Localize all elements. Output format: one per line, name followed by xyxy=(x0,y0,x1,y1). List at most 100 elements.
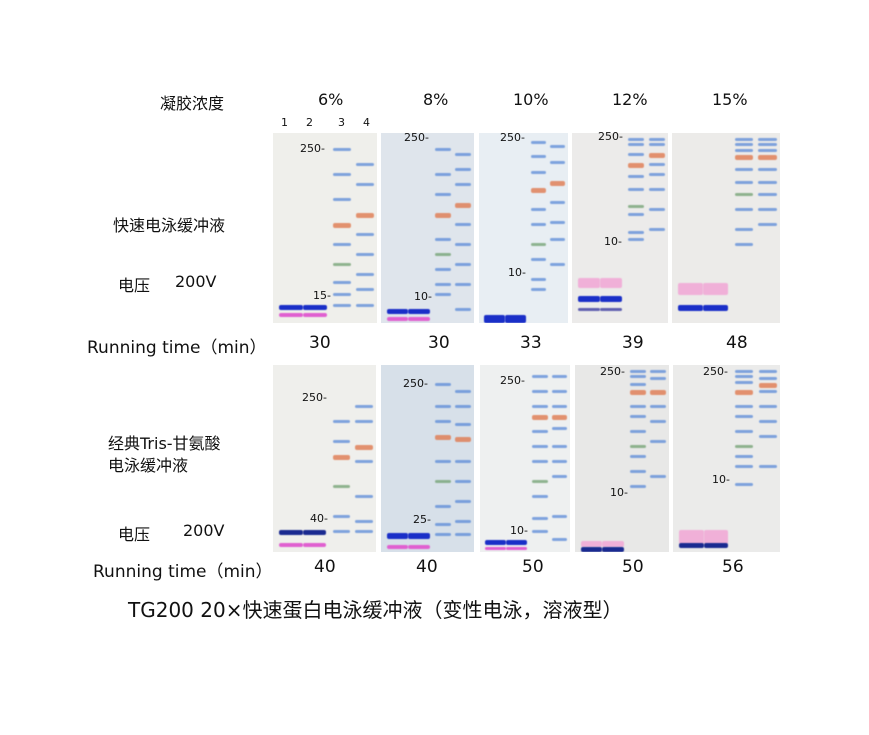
ladder-band xyxy=(550,201,566,204)
ladder-band xyxy=(650,390,667,395)
lane-2: 2 xyxy=(306,116,313,129)
concentration-8: 8% xyxy=(423,90,449,109)
ladder-band xyxy=(552,375,568,378)
ladder-band xyxy=(758,383,777,388)
concentration-6: 6% xyxy=(318,90,344,109)
ladder-band xyxy=(332,515,351,518)
ladder-band xyxy=(332,455,351,460)
ladder-band xyxy=(434,435,451,440)
ladder-band xyxy=(758,181,777,184)
bottom-buffer-label-1: 经典Tris-甘氨酸 xyxy=(108,434,221,453)
dye-front-band xyxy=(407,533,430,539)
ladder-band xyxy=(629,445,646,448)
ladder-band xyxy=(735,370,754,373)
ladder-band xyxy=(455,520,472,523)
top-running-time-label: Running time（min） xyxy=(87,338,267,358)
ladder-band xyxy=(434,283,451,286)
ladder-band xyxy=(333,148,352,151)
ladder-band xyxy=(627,238,645,241)
dye-front-band xyxy=(703,305,728,311)
ladder-band xyxy=(455,183,472,186)
ladder-band xyxy=(552,415,568,420)
ladder-band xyxy=(455,390,472,393)
marker-label-bottom-5-1: 250- xyxy=(703,365,728,378)
top-time-2: 30 xyxy=(428,333,450,353)
ladder-band xyxy=(332,485,351,488)
bottom-time-2: 40 xyxy=(416,557,438,577)
ladder-band xyxy=(629,485,646,488)
gel-bottom-1 xyxy=(273,365,376,552)
dye-front-band xyxy=(485,540,507,545)
ladder-band xyxy=(333,281,352,284)
ladder-band xyxy=(758,435,777,438)
ladder-band xyxy=(735,375,754,378)
ladder-band xyxy=(552,538,568,541)
ladder-band xyxy=(333,173,352,176)
ladder-band xyxy=(455,480,472,483)
ladder-band xyxy=(758,405,777,408)
marker-label-top-2-1: 250- xyxy=(404,131,429,144)
ladder-band xyxy=(333,263,352,266)
ladder-band xyxy=(650,420,667,423)
ladder-band xyxy=(627,231,645,234)
dye-front-band xyxy=(279,530,303,535)
ladder-band xyxy=(758,143,777,146)
ladder-band xyxy=(758,138,777,141)
ladder-band xyxy=(552,405,568,408)
dye-front-band xyxy=(599,296,623,302)
ladder-band xyxy=(333,293,352,296)
bottom-time-5: 56 xyxy=(722,557,744,577)
ladder-band xyxy=(627,163,645,168)
ladder-band xyxy=(650,440,667,443)
ladder-band xyxy=(734,168,754,171)
ladder-band xyxy=(758,168,777,171)
ladder-band xyxy=(530,208,546,211)
concentration-10: 10% xyxy=(513,90,549,109)
top-buffer-label: 快速电泳缓冲液 xyxy=(113,216,226,235)
dye-front-band xyxy=(303,305,327,310)
dye-front-band xyxy=(485,547,507,550)
dye-front-band xyxy=(506,540,528,545)
ladder-band xyxy=(356,163,374,166)
ladder-band xyxy=(629,405,646,408)
gel-concentration-label: 凝胶浓度 xyxy=(160,94,225,113)
ladder-band xyxy=(629,415,646,418)
ladder-band xyxy=(648,153,666,158)
ladder-band xyxy=(734,149,754,152)
ladder-band xyxy=(758,377,777,380)
ladder-band xyxy=(758,420,777,423)
marker-label-top-2-2: 10- xyxy=(414,290,432,303)
ladder-band xyxy=(758,155,777,160)
ladder-band xyxy=(530,223,546,226)
ladder-band xyxy=(648,188,666,191)
ladder-band xyxy=(552,390,568,393)
ladder-band xyxy=(434,293,451,296)
gel-top-1 xyxy=(273,133,377,323)
marker-label-bottom-3-2: 10- xyxy=(510,524,528,537)
ladder-band xyxy=(355,445,373,450)
ladder-band xyxy=(333,304,352,307)
dye-front-band xyxy=(602,541,625,547)
ladder-band xyxy=(650,475,667,478)
dye-front-band xyxy=(386,317,409,321)
gel-bottom-4 xyxy=(575,365,669,552)
dye-front-band xyxy=(279,543,303,547)
ladder-band xyxy=(530,278,546,281)
bottom-buffer-label-2: 电泳缓冲液 xyxy=(108,456,189,475)
marker-label-bottom-1-1: 250- xyxy=(302,391,327,404)
marker-label-top-1-2: 15- xyxy=(313,289,331,302)
dye-front-band xyxy=(580,547,603,552)
ladder-band xyxy=(648,228,666,231)
ladder-band xyxy=(758,149,777,152)
ladder-band xyxy=(434,238,451,241)
ladder-band xyxy=(530,171,546,174)
dye-front-band xyxy=(302,543,327,547)
dye-front-band xyxy=(599,308,623,311)
lane-1: 1 xyxy=(281,116,288,129)
dye-front-band xyxy=(407,545,430,549)
ladder-band xyxy=(552,460,568,463)
ladder-band xyxy=(434,405,451,408)
ladder-band xyxy=(735,445,754,448)
ladder-band xyxy=(455,223,472,226)
